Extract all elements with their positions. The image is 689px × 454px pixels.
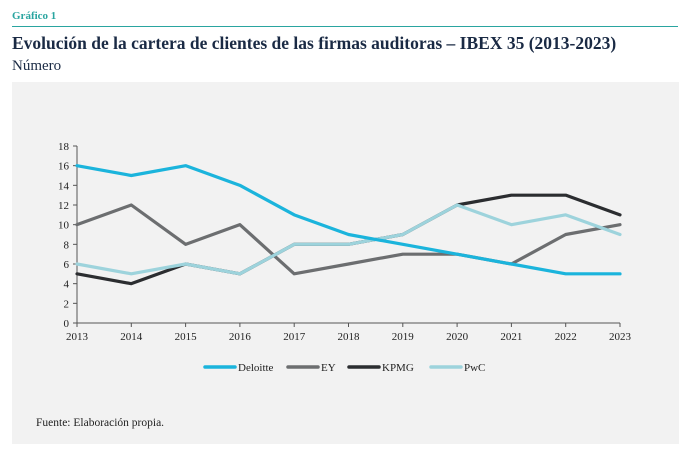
x-tick-label: 2018 bbox=[338, 331, 361, 343]
x-tick-label: 2015 bbox=[175, 331, 198, 343]
y-tick-label: 14 bbox=[58, 180, 70, 192]
chart-title: Evolución de la cartera de clientes de l… bbox=[12, 33, 617, 53]
legend-label-pwc: PwC bbox=[464, 362, 485, 374]
y-tick-label: 16 bbox=[58, 161, 70, 173]
chart-label: Gráfico 1 bbox=[12, 10, 57, 22]
legend-label-ey: EY bbox=[321, 362, 336, 374]
x-tick-label: 2014 bbox=[120, 331, 143, 343]
x-tick-label: 2019 bbox=[392, 331, 415, 343]
legend-label-kpmg: KPMG bbox=[382, 362, 414, 374]
x-tick-label: 2013 bbox=[66, 331, 89, 343]
header-rule bbox=[12, 26, 678, 27]
y-tick-label: 8 bbox=[64, 239, 70, 251]
y-tick-label: 10 bbox=[58, 220, 70, 232]
x-tick-label: 2017 bbox=[283, 331, 306, 343]
y-tick-label: 0 bbox=[64, 318, 70, 330]
x-tick-label: 2016 bbox=[229, 331, 252, 343]
x-tick-label: 2021 bbox=[500, 331, 522, 343]
series-line-pwc bbox=[75, 203, 622, 276]
x-tick-label: 2020 bbox=[446, 331, 469, 343]
source-note: Fuente: Elaboración propia. bbox=[36, 417, 165, 429]
y-tick-label: 12 bbox=[58, 200, 69, 212]
y-tick-label: 6 bbox=[64, 259, 70, 271]
series-line-deloitte bbox=[75, 164, 622, 276]
x-tick-label: 2022 bbox=[555, 331, 577, 343]
series-line-ey bbox=[75, 203, 622, 276]
x-tick-label: 2023 bbox=[609, 331, 632, 343]
y-tick-label: 2 bbox=[64, 298, 70, 310]
y-tick-label: 18 bbox=[58, 141, 70, 153]
y-tick-label: 4 bbox=[64, 279, 70, 291]
legend-label-deloitte: Deloitte bbox=[238, 362, 274, 374]
chart-subtitle: Número bbox=[12, 58, 62, 74]
